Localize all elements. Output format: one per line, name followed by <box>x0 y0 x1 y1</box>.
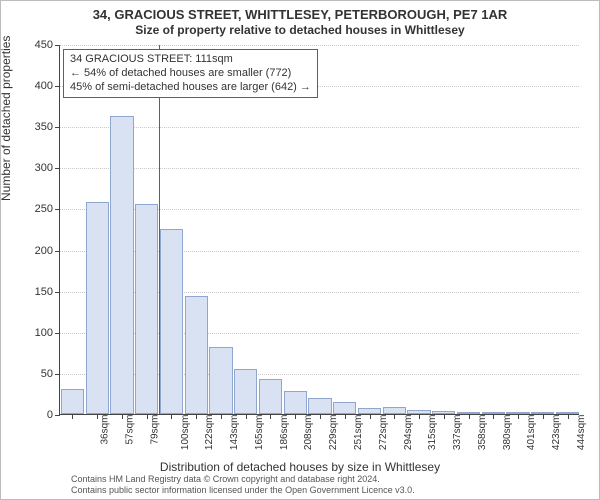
x-tick-label: 380sqm <box>502 415 513 451</box>
x-tick-label: 165sqm <box>254 415 265 451</box>
plot-area: 34 GRACIOUS STREET: 111sqm ← 54% of deta… <box>59 45 579 415</box>
x-tick-mark <box>543 414 544 419</box>
x-tick-mark <box>72 414 73 419</box>
histogram-bar <box>308 398 331 414</box>
grid-line <box>60 45 579 46</box>
grid-line <box>60 168 579 169</box>
y-tick-label: 400 <box>23 80 53 92</box>
y-tick-mark <box>55 415 60 416</box>
y-tick-mark <box>55 127 60 128</box>
x-tick-label: 186sqm <box>279 415 290 451</box>
x-axis-label: Distribution of detached houses by size … <box>1 460 599 474</box>
x-tick-label: 315sqm <box>427 415 438 451</box>
x-tick-mark <box>370 414 371 419</box>
x-tick-label: 337sqm <box>452 415 463 451</box>
x-tick-label: 79sqm <box>149 415 160 445</box>
x-tick-label: 36sqm <box>100 415 111 445</box>
y-tick-mark <box>55 292 60 293</box>
x-tick-label: 229sqm <box>328 415 339 451</box>
x-tick-mark <box>320 414 321 419</box>
x-tick-label: 401sqm <box>526 415 537 451</box>
histogram-bar <box>61 389 84 414</box>
x-tick-label: 143sqm <box>229 415 240 451</box>
footer-line1: Contains HM Land Registry data © Crown c… <box>71 474 415 485</box>
histogram-bar <box>86 202 109 414</box>
y-tick-mark <box>55 251 60 252</box>
histogram-bar <box>234 369 257 414</box>
histogram-bar <box>333 402 356 414</box>
x-tick-mark <box>295 414 296 419</box>
x-tick-mark <box>469 414 470 419</box>
y-tick-label: 250 <box>23 203 53 215</box>
footer-line2: Contains public sector information licen… <box>71 485 415 496</box>
x-tick-mark <box>419 414 420 419</box>
y-tick-mark <box>55 86 60 87</box>
y-axis-label: Number of detached properties <box>0 36 13 201</box>
x-tick-mark <box>246 414 247 419</box>
x-tick-mark <box>221 414 222 419</box>
x-tick-mark <box>97 414 98 419</box>
y-tick-label: 350 <box>23 121 53 133</box>
reference-line <box>159 45 160 414</box>
x-tick-mark <box>444 414 445 419</box>
y-tick-mark <box>55 168 60 169</box>
histogram-bar <box>259 379 282 414</box>
x-tick-label: 423sqm <box>551 415 562 451</box>
x-tick-mark <box>171 414 172 419</box>
histogram-bar <box>160 229 183 414</box>
histogram-bar <box>185 296 208 414</box>
y-tick-mark <box>55 209 60 210</box>
x-tick-mark <box>147 414 148 419</box>
figure-title-line1: 34, GRACIOUS STREET, WHITTLESEY, PETERBO… <box>1 7 599 22</box>
grid-line <box>60 127 579 128</box>
y-tick-label: 100 <box>23 327 53 339</box>
x-tick-mark <box>568 414 569 419</box>
x-tick-label: 294sqm <box>403 415 414 451</box>
y-tick-mark <box>55 45 60 46</box>
x-tick-mark <box>493 414 494 419</box>
y-tick-label: 200 <box>23 245 53 257</box>
x-tick-label: 100sqm <box>180 415 191 451</box>
annotation-line3: 45% of semi-detached houses are larger (… <box>70 81 311 95</box>
histogram-bar <box>135 204 158 414</box>
x-tick-label: 251sqm <box>353 415 364 451</box>
x-tick-mark <box>518 414 519 419</box>
x-tick-mark <box>122 414 123 419</box>
histogram-bar <box>209 347 232 414</box>
x-tick-mark <box>394 414 395 419</box>
annotation-box: 34 GRACIOUS STREET: 111sqm ← 54% of deta… <box>63 49 318 98</box>
figure-title-line2: Size of property relative to detached ho… <box>1 23 599 37</box>
histogram-bar <box>110 116 133 414</box>
y-tick-label: 300 <box>23 162 53 174</box>
x-tick-mark <box>196 414 197 419</box>
y-tick-label: 50 <box>23 368 53 380</box>
annotation-line2: ← 54% of detached houses are smaller (77… <box>70 67 311 81</box>
histogram-bar <box>284 391 307 414</box>
x-tick-label: 444sqm <box>576 415 587 451</box>
y-tick-mark <box>55 374 60 375</box>
x-tick-label: 122sqm <box>205 415 216 451</box>
y-tick-label: 0 <box>23 409 53 421</box>
x-tick-label: 208sqm <box>304 415 315 451</box>
figure-container: 34, GRACIOUS STREET, WHITTLESEY, PETERBO… <box>0 0 600 500</box>
x-tick-label: 272sqm <box>378 415 389 451</box>
x-tick-label: 57sqm <box>125 415 136 445</box>
y-tick-label: 450 <box>23 39 53 51</box>
x-tick-mark <box>270 414 271 419</box>
x-tick-mark <box>345 414 346 419</box>
x-tick-label: 358sqm <box>477 415 488 451</box>
y-tick-mark <box>55 333 60 334</box>
annotation-line1: 34 GRACIOUS STREET: 111sqm <box>70 53 311 67</box>
figure-footer: Contains HM Land Registry data © Crown c… <box>71 474 415 496</box>
y-tick-label: 150 <box>23 286 53 298</box>
